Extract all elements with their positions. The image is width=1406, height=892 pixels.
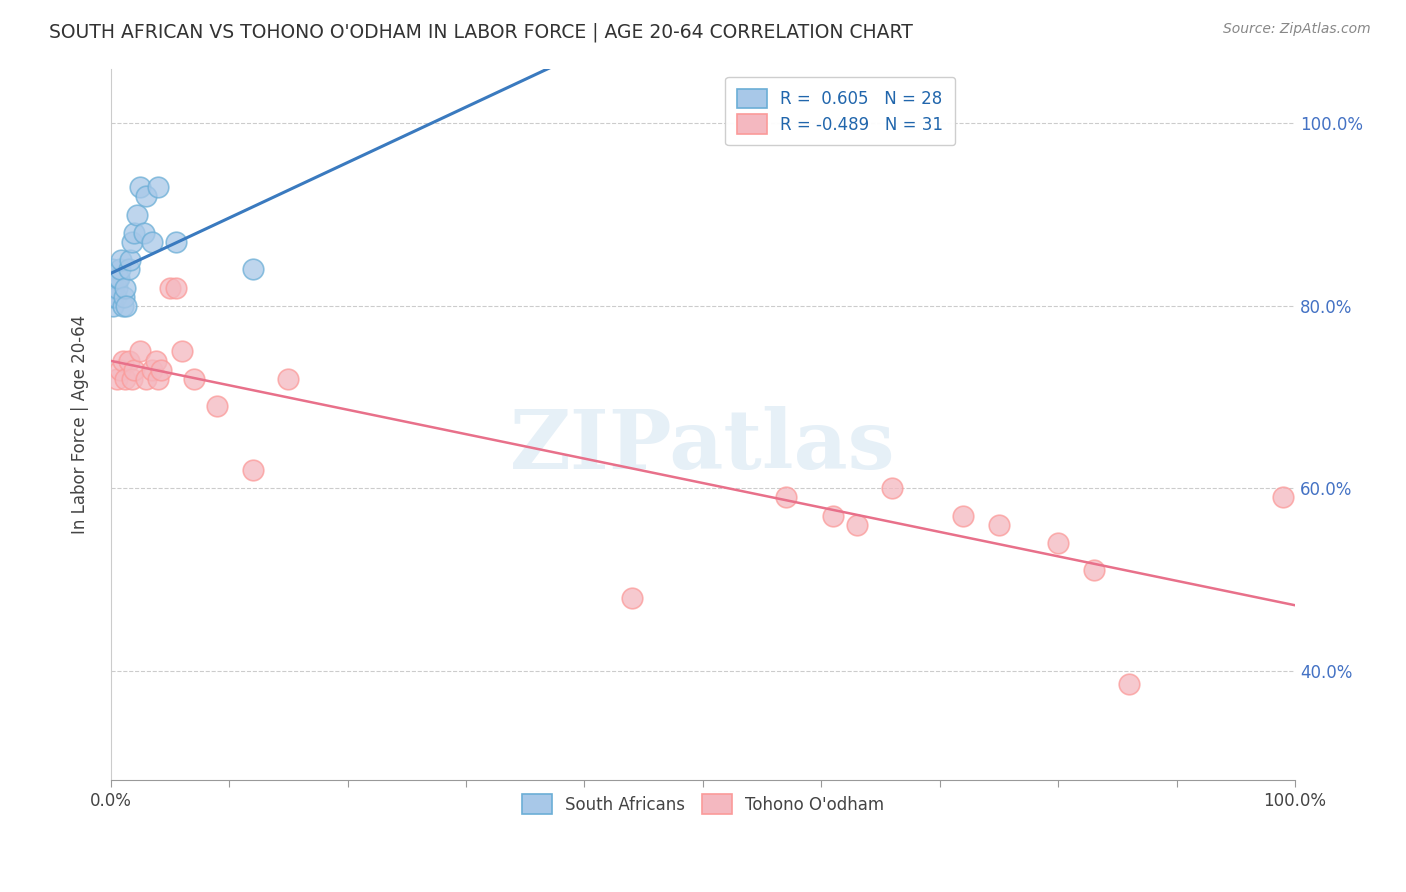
Point — [114, 280, 136, 294]
Point — [125, 208, 148, 222]
Text: ZIPatlas: ZIPatlas — [510, 406, 896, 486]
Point — [775, 491, 797, 505]
Point — [1083, 563, 1105, 577]
Point — [124, 362, 146, 376]
Point — [170, 344, 193, 359]
Point — [114, 372, 136, 386]
Point — [104, 290, 127, 304]
Point — [141, 362, 163, 376]
Point — [101, 299, 124, 313]
Point — [141, 235, 163, 249]
Point — [146, 180, 169, 194]
Point — [823, 508, 845, 523]
Point — [124, 226, 146, 240]
Point — [105, 280, 128, 294]
Point — [242, 463, 264, 477]
Point — [101, 262, 124, 277]
Point — [159, 280, 181, 294]
Point — [108, 271, 131, 285]
Point — [135, 189, 157, 203]
Point — [165, 280, 187, 294]
Point — [129, 180, 152, 194]
Point — [987, 517, 1010, 532]
Point — [242, 262, 264, 277]
Point — [183, 372, 205, 386]
Point — [277, 372, 299, 386]
Point — [121, 372, 143, 386]
Point — [107, 271, 129, 285]
Text: SOUTH AFRICAN VS TOHONO O'ODHAM IN LABOR FORCE | AGE 20-64 CORRELATION CHART: SOUTH AFRICAN VS TOHONO O'ODHAM IN LABOR… — [49, 22, 912, 42]
Point — [1118, 677, 1140, 691]
Point — [207, 399, 229, 413]
Point — [882, 481, 904, 495]
Y-axis label: In Labor Force | Age 20-64: In Labor Force | Age 20-64 — [72, 315, 89, 534]
Point — [117, 353, 139, 368]
Point — [101, 290, 124, 304]
Point — [117, 262, 139, 277]
Point — [118, 253, 141, 268]
Point — [1047, 536, 1070, 550]
Text: Source: ZipAtlas.com: Source: ZipAtlas.com — [1223, 22, 1371, 37]
Point — [110, 253, 132, 268]
Point — [146, 372, 169, 386]
Point — [101, 280, 124, 294]
Point — [110, 262, 132, 277]
Point — [105, 372, 128, 386]
Point — [620, 591, 643, 605]
Point — [111, 353, 134, 368]
Point — [135, 372, 157, 386]
Point — [132, 226, 155, 240]
Point — [121, 235, 143, 249]
Point — [952, 508, 974, 523]
Point — [112, 290, 135, 304]
Point — [1272, 491, 1295, 505]
Point — [103, 280, 125, 294]
Point — [145, 353, 167, 368]
Point — [149, 362, 172, 376]
Point — [845, 517, 868, 532]
Point — [165, 235, 187, 249]
Point — [111, 299, 134, 313]
Legend: South Africans, Tohono O'odham: South Africans, Tohono O'odham — [510, 783, 896, 825]
Point — [129, 344, 152, 359]
Point — [110, 362, 132, 376]
Point — [101, 271, 124, 285]
Point — [115, 299, 138, 313]
